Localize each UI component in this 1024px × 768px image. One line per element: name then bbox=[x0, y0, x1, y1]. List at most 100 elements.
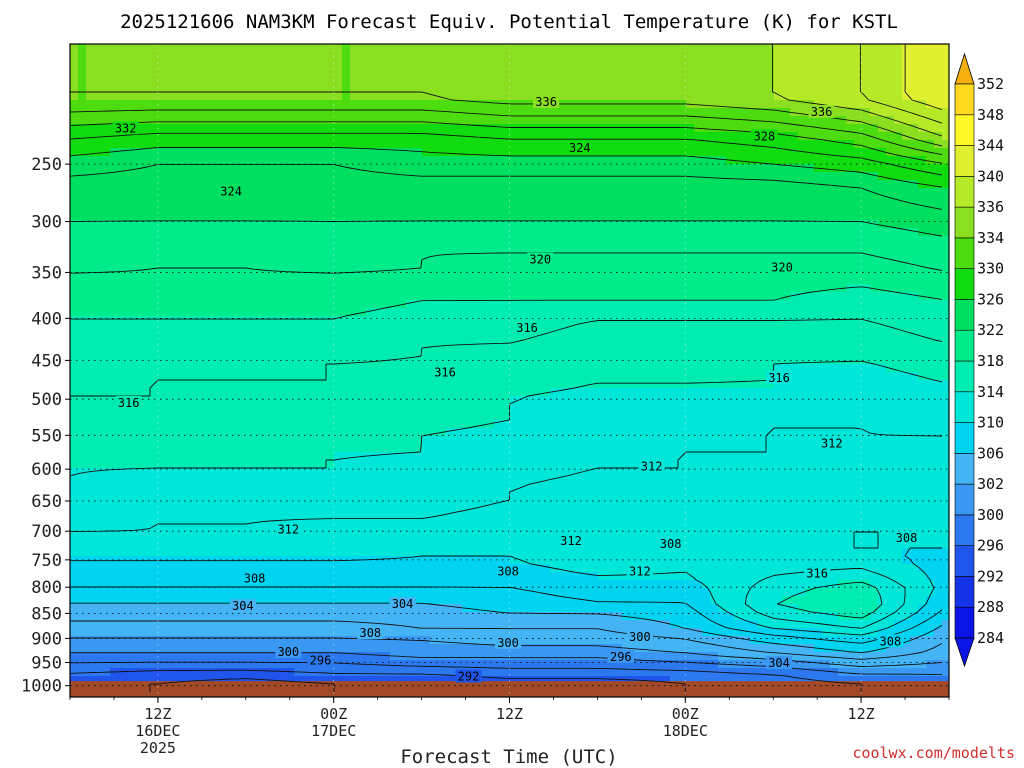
field-cell bbox=[334, 388, 343, 397]
field-cell bbox=[310, 308, 319, 317]
field-cell bbox=[174, 276, 183, 285]
field-cell bbox=[318, 324, 327, 333]
field-cell bbox=[830, 300, 839, 309]
field-cell bbox=[262, 84, 271, 93]
field-cell bbox=[278, 140, 287, 149]
field-cell bbox=[454, 164, 463, 173]
field-cell bbox=[526, 244, 535, 253]
field-cell bbox=[102, 228, 111, 237]
field-cell bbox=[462, 44, 471, 53]
field-cell bbox=[278, 188, 287, 197]
field-cell bbox=[574, 188, 583, 197]
field-cell bbox=[638, 76, 647, 85]
field-cell bbox=[350, 164, 359, 173]
field-cell bbox=[894, 284, 903, 293]
field-cell bbox=[422, 228, 431, 237]
field-cell bbox=[934, 164, 943, 173]
field-cell bbox=[742, 332, 751, 341]
field-cell bbox=[702, 44, 711, 53]
field-cell bbox=[246, 388, 255, 397]
field-cell bbox=[694, 252, 703, 261]
field-cell bbox=[646, 388, 655, 397]
field-cell bbox=[478, 156, 487, 165]
field-cell bbox=[638, 348, 647, 357]
field-cell bbox=[870, 388, 879, 397]
field-cell bbox=[78, 340, 87, 349]
field-cell bbox=[374, 388, 383, 397]
field-cell bbox=[134, 284, 143, 293]
field-cell bbox=[526, 116, 535, 125]
field-cell bbox=[894, 252, 903, 261]
field-cell bbox=[902, 108, 911, 117]
chart-title: 2025121606 NAM3KM Forecast Equiv. Potent… bbox=[120, 11, 898, 33]
field-cell bbox=[790, 52, 799, 61]
field-cell bbox=[414, 124, 423, 133]
field-cell bbox=[710, 300, 719, 309]
field-cell bbox=[366, 204, 375, 213]
field-cell bbox=[894, 260, 903, 269]
field-cell bbox=[86, 148, 95, 157]
field-cell bbox=[710, 364, 719, 373]
field-cell bbox=[382, 372, 391, 381]
field-cell bbox=[126, 92, 135, 101]
field-cell bbox=[350, 204, 359, 213]
field-cell bbox=[294, 220, 303, 229]
field-cell bbox=[398, 340, 407, 349]
field-cell bbox=[526, 276, 535, 285]
field-cell bbox=[782, 132, 791, 141]
field-cell bbox=[854, 396, 863, 405]
field-cell bbox=[894, 348, 903, 357]
field-cell bbox=[830, 180, 839, 189]
field-cell bbox=[454, 196, 463, 205]
field-cell bbox=[174, 348, 183, 357]
field-cell bbox=[806, 244, 815, 253]
field-cell bbox=[502, 236, 511, 245]
field-cell bbox=[78, 204, 87, 213]
field-cell bbox=[390, 244, 399, 253]
field-cell bbox=[910, 364, 919, 373]
field-cell bbox=[310, 300, 319, 309]
field-cell bbox=[902, 356, 911, 365]
field-cell bbox=[182, 196, 191, 205]
field-cell bbox=[838, 84, 847, 93]
field-cell bbox=[422, 76, 431, 85]
field-cell bbox=[726, 76, 735, 85]
field-cell bbox=[718, 220, 727, 229]
field-cell bbox=[350, 212, 359, 221]
field-cell bbox=[926, 372, 935, 381]
field-cell bbox=[694, 68, 703, 77]
field-cell bbox=[294, 316, 303, 325]
field-cell bbox=[766, 332, 775, 341]
field-cell bbox=[246, 156, 255, 165]
field-cell bbox=[758, 124, 767, 133]
field-cell bbox=[286, 316, 295, 325]
field-cell bbox=[566, 108, 575, 117]
field-cell bbox=[542, 332, 551, 341]
field-cell bbox=[678, 276, 687, 285]
field-cell bbox=[438, 164, 447, 173]
field-cell bbox=[78, 260, 87, 269]
field-cell bbox=[310, 44, 319, 53]
field-cell bbox=[174, 76, 183, 85]
field-cell bbox=[558, 364, 567, 373]
field-cell bbox=[302, 364, 311, 373]
field-cell bbox=[846, 348, 855, 357]
field-cell bbox=[902, 340, 911, 349]
field-cell bbox=[774, 84, 783, 93]
field-cell bbox=[510, 116, 519, 125]
field-cell bbox=[502, 332, 511, 341]
field-cell bbox=[70, 372, 79, 381]
field-cell bbox=[246, 100, 255, 109]
field-cell bbox=[598, 364, 607, 373]
field-cell bbox=[662, 196, 671, 205]
field-cell bbox=[710, 76, 719, 85]
field-cell bbox=[814, 284, 823, 293]
field-cell bbox=[886, 372, 895, 381]
field-cell bbox=[254, 276, 263, 285]
field-cell bbox=[270, 236, 279, 245]
field-cell bbox=[854, 332, 863, 341]
field-cell bbox=[422, 396, 431, 405]
field-cell bbox=[910, 244, 919, 253]
field-cell bbox=[518, 156, 527, 165]
field-cell bbox=[550, 308, 559, 317]
